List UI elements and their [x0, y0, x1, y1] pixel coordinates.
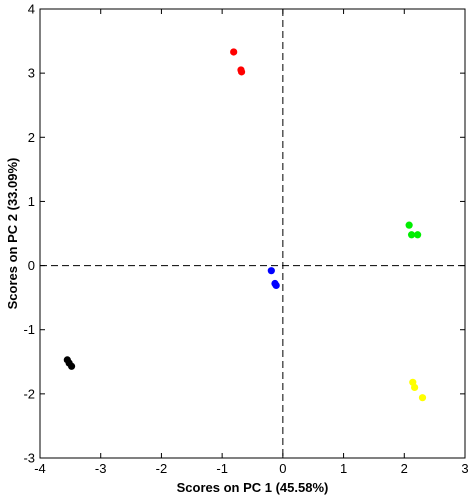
y-tick-label: 4	[28, 2, 35, 17]
data-point	[237, 68, 246, 76]
y-tick-label: -1	[23, 322, 35, 337]
data-point	[418, 394, 427, 402]
x-tick-label: -2	[156, 461, 168, 476]
y-tick-label: -3	[23, 451, 35, 466]
data-points	[63, 48, 427, 402]
data-point	[267, 267, 275, 275]
data-point	[272, 281, 280, 290]
y-tick-label: 3	[28, 66, 35, 81]
data-point	[67, 362, 76, 370]
data-point	[414, 231, 422, 239]
x-tick-label: 3	[461, 461, 468, 476]
axis-ticks	[39, 8, 466, 459]
data-point	[405, 221, 413, 229]
y-axis-title: Scores on PC 2 (33.09%)	[5, 158, 20, 310]
y-tick-label: 2	[28, 130, 35, 145]
x-tick-label: 1	[340, 461, 347, 476]
data-point	[230, 48, 238, 56]
y-tick-label: -2	[23, 386, 35, 401]
y-tick-label: 1	[28, 194, 35, 209]
x-tick-label: -1	[216, 461, 228, 476]
x-tick-label: 0	[279, 461, 286, 476]
x-tick-label: 2	[401, 461, 408, 476]
reference-lines	[40, 9, 465, 458]
x-axis-title: Scores on PC 1 (45.58%)	[177, 480, 329, 495]
x-tick-label: -4	[34, 461, 46, 476]
data-point	[407, 231, 416, 239]
y-tick-label: 0	[28, 258, 35, 273]
plot-area-frame	[39, 8, 466, 459]
x-tick-label: -3	[95, 461, 107, 476]
data-point	[411, 383, 419, 392]
